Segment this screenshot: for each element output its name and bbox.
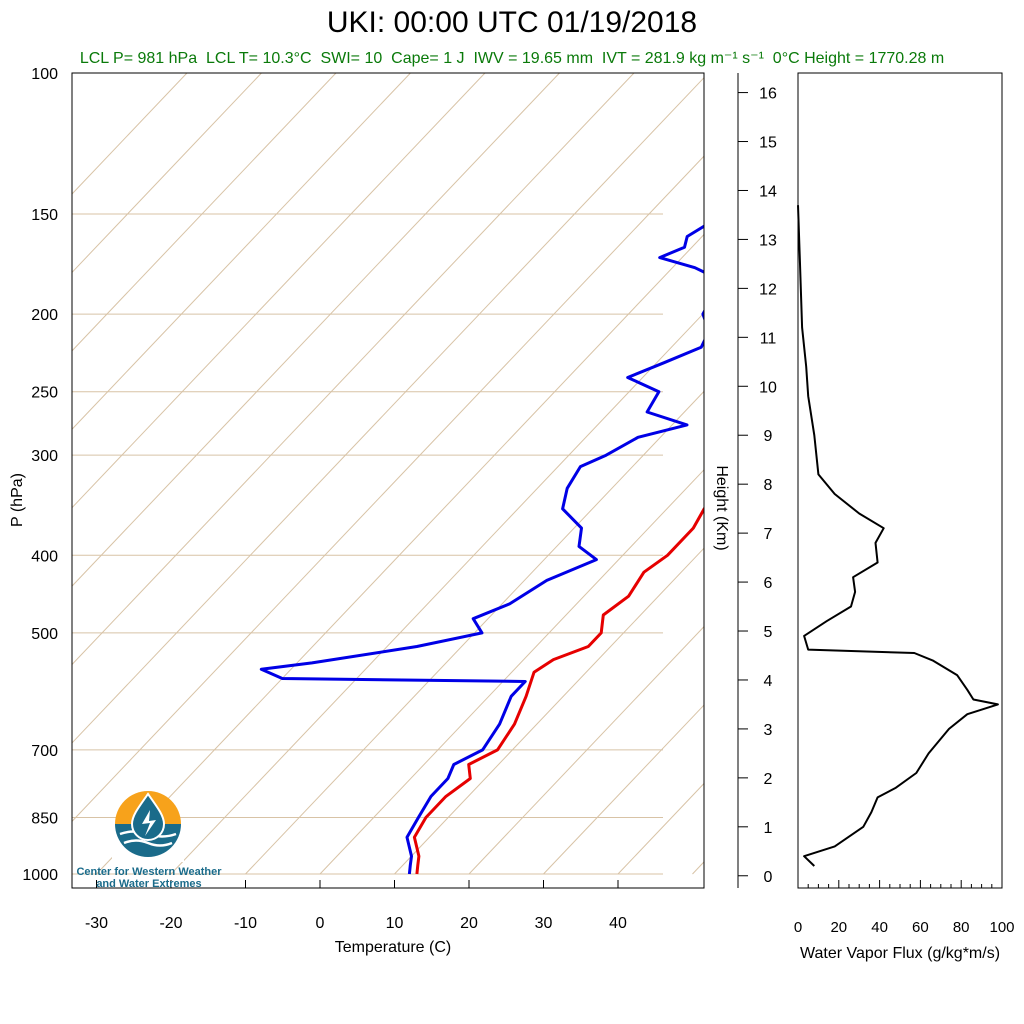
lcl-temperature: LCL T= 10.3°C [205, 50, 312, 67]
logo-line-2: and Water Extremes [96, 878, 202, 890]
skew-t-background [72, 73, 1024, 875]
pressure-tick-label: 700 [31, 743, 58, 760]
lcl-pressure: LCL P= 981 hPa [79, 50, 198, 67]
ivt-value: IVT = 281.9 kg m⁻¹ s⁻¹ [601, 50, 764, 67]
height-tick-label: 10 [759, 379, 777, 396]
height-tick-label: 5 [764, 624, 773, 641]
flux-tick-label: 40 [871, 919, 888, 936]
isotherm [72, 76, 704, 744]
water-vapor-flux-line [797, 205, 999, 867]
temperature-tick-label: -20 [159, 915, 182, 932]
pressure-tick-label: 300 [31, 448, 58, 465]
x-axis-label: Temperature (C) [335, 939, 451, 956]
height-tick-label: 8 [764, 477, 773, 494]
temperature-tick-label: -30 [85, 915, 108, 932]
pressure-tick-label: 150 [31, 207, 58, 224]
isotherm [72, 73, 486, 509]
isotherm [72, 73, 262, 274]
water-vapor-flux-profile [797, 205, 999, 867]
temperature-tick-label: 0 [316, 915, 325, 932]
pressure-tick-label: 200 [31, 307, 58, 324]
pressure-tick-label: 400 [31, 548, 58, 565]
isotherm [72, 73, 411, 430]
logo-text: Center for Western Weather and Water Ext… [74, 866, 224, 890]
height-tick-label: 4 [764, 673, 773, 690]
isotherm [72, 155, 704, 823]
height-tick-label: 15 [759, 135, 777, 152]
height-tick-label: 7 [764, 526, 773, 543]
temperature-tick-label: 20 [460, 915, 478, 932]
water-vapor-flux-frame [797, 72, 1003, 889]
height-tick-label: 3 [764, 722, 773, 739]
freezing-level-height: 0°C Height = 1770.28 m [772, 50, 945, 67]
y-axis-label: P (hPa) [9, 473, 26, 527]
flux-tick-label: 20 [830, 919, 847, 936]
isotherm [692, 861, 704, 875]
pressure-gridlines [72, 72, 663, 875]
water-drop-icon [112, 791, 184, 862]
temperature-tick-label: 10 [386, 915, 404, 932]
isotherm [72, 73, 337, 352]
height-tick-label: 11 [760, 330, 777, 347]
dewpoint-line [259, 224, 704, 875]
pressure-tick-label: 500 [31, 626, 58, 643]
isotherm [543, 704, 704, 875]
swi-value: SWI= 10 [320, 50, 383, 67]
height-tick-label: 12 [759, 281, 777, 298]
isotherm [468, 625, 704, 875]
pressure-tick-label: 100 [31, 66, 58, 83]
temperature-tick-label: 30 [535, 915, 553, 932]
pressure-tick-label: 1000 [22, 867, 58, 884]
flux-tick-label: 80 [953, 919, 970, 936]
temperature-tick-label: -10 [234, 915, 257, 932]
height-tick-label: 13 [759, 232, 777, 249]
isotherm [319, 469, 704, 875]
height-tick-label: 14 [759, 183, 777, 200]
logo-line-1: Center for Western Weather [76, 866, 222, 878]
flux-tick-label: 0 [794, 919, 802, 936]
temperature-line [412, 506, 704, 875]
wvf-x-axis-label: Water Vapor Flux (g/kg*m/s) [800, 945, 1000, 962]
flux-tick-label: 60 [912, 919, 929, 936]
height-tick-label: 9 [764, 428, 773, 445]
isotherm-lines [72, 73, 1024, 875]
skew-t-frame [71, 72, 705, 889]
height-tick-label: 1 [764, 820, 773, 837]
isotherm [72, 73, 188, 195]
sounding-parameters: LCL P= 981 hPa LCL T= 10.3°C SWI= 10 Cap… [0, 48, 1024, 68]
height-tick-label: 16 [759, 86, 777, 103]
height-axis-label: Height (Km) [713, 465, 730, 550]
iwv-value: IWV = 19.65 mm [473, 50, 594, 67]
isotherm [394, 547, 704, 875]
temperature-tick-label: 40 [609, 915, 627, 932]
cape-value: Cape= 1 J [391, 50, 465, 67]
isotherm [72, 73, 635, 666]
isotherm [617, 782, 704, 875]
temperature-profiles [259, 224, 704, 875]
pressure-tick-label: 250 [31, 385, 58, 402]
cw3e-logo: Center for Western Weather and Water Ext… [74, 786, 224, 896]
isotherm [767, 73, 1024, 874]
flux-tick-label: 100 [989, 919, 1014, 936]
pressure-tick-label: 850 [31, 810, 58, 827]
height-tick-label: 6 [764, 575, 773, 592]
isotherm [72, 73, 560, 587]
height-tick-label: 0 [764, 869, 773, 886]
height-tick-label: 2 [764, 771, 773, 788]
isotherm [96, 233, 704, 875]
isotherm [170, 312, 704, 875]
chart-title: UKI: 00:00 UTC 01/19/2018 [326, 6, 698, 39]
isotherm [245, 390, 704, 875]
